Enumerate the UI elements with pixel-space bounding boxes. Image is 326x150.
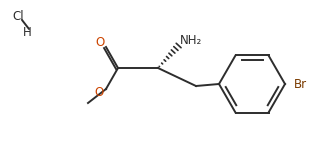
Text: O: O (96, 36, 105, 48)
Text: Br: Br (294, 78, 307, 90)
Text: NH₂: NH₂ (180, 33, 202, 46)
Text: H: H (22, 26, 31, 39)
Text: Cl: Cl (12, 11, 24, 24)
Text: O: O (94, 85, 104, 99)
